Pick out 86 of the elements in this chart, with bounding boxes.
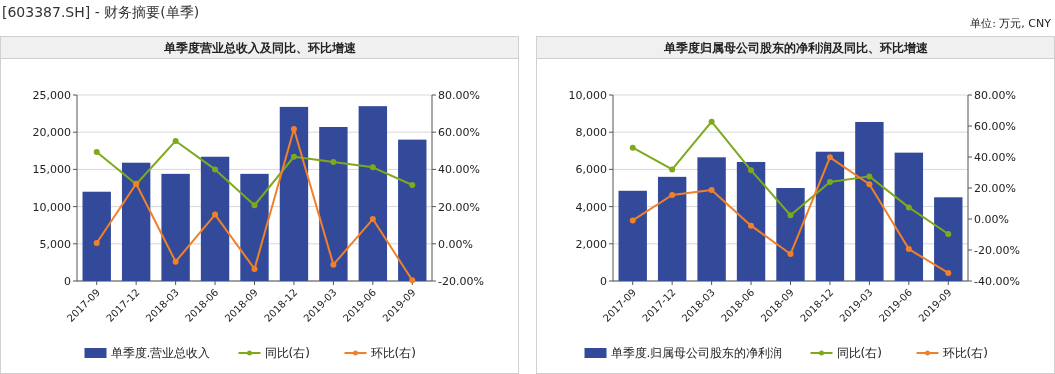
point bbox=[251, 202, 258, 209]
y2-tick-label: 0.00% bbox=[438, 237, 473, 251]
y-tick-label: 0 bbox=[64, 275, 71, 288]
bar bbox=[697, 157, 726, 281]
y-tick-label: 2,000 bbox=[575, 237, 607, 251]
bar bbox=[200, 156, 230, 281]
point bbox=[330, 261, 337, 268]
point bbox=[708, 118, 715, 125]
bar bbox=[776, 188, 805, 281]
point bbox=[748, 222, 755, 229]
point bbox=[93, 240, 100, 247]
y-tick-label: 4,000 bbox=[575, 200, 607, 214]
y-tick-label: 10,000 bbox=[568, 89, 607, 102]
point bbox=[669, 166, 676, 173]
point bbox=[708, 187, 715, 194]
y-tick-label: 5,000 bbox=[39, 237, 71, 251]
bar bbox=[618, 190, 647, 281]
point bbox=[905, 204, 912, 211]
y-tick-label: 15,000 bbox=[32, 163, 71, 177]
bar bbox=[657, 176, 687, 281]
point bbox=[369, 164, 376, 171]
point bbox=[409, 182, 416, 189]
bar bbox=[240, 173, 269, 281]
y-tick-label: 20,000 bbox=[32, 126, 71, 140]
y2-tick-label: -40.00% bbox=[974, 275, 1020, 288]
bar bbox=[121, 162, 151, 281]
text: 单位: 万元, CNY bbox=[970, 17, 1052, 30]
bar bbox=[736, 161, 766, 281]
legend-label: 环比(右) bbox=[370, 346, 416, 360]
legend-label: 同比(右) bbox=[264, 346, 310, 360]
point bbox=[629, 217, 636, 224]
y2-tick-label: 0.00% bbox=[974, 213, 1009, 226]
bar bbox=[815, 151, 845, 281]
legend-label: 环比(右) bbox=[942, 346, 988, 360]
y2-tick-label: 40.00% bbox=[974, 151, 1016, 164]
point bbox=[369, 216, 376, 223]
y2-tick-label: -20.00% bbox=[438, 275, 484, 288]
legend-label: 同比(右) bbox=[836, 346, 882, 360]
point bbox=[905, 246, 912, 253]
bar bbox=[934, 197, 963, 281]
point bbox=[669, 191, 676, 198]
y2-tick-label: 40.00% bbox=[438, 163, 480, 177]
y2-tick-label: 20.00% bbox=[974, 182, 1016, 195]
bar bbox=[855, 121, 884, 281]
y2-tick-label: 80.00% bbox=[974, 89, 1016, 102]
bar bbox=[358, 106, 388, 281]
bar bbox=[82, 191, 111, 281]
point bbox=[93, 148, 100, 155]
y2-tick-label: 60.00% bbox=[438, 126, 480, 140]
y2-tick-label: 80.00% bbox=[438, 89, 480, 102]
bar bbox=[398, 139, 427, 281]
point bbox=[787, 212, 794, 219]
chart-title: 单季度归属母公司股东的净利润及同比、环比增速 bbox=[662, 41, 929, 55]
point bbox=[212, 166, 219, 173]
point bbox=[826, 178, 833, 185]
point bbox=[251, 265, 258, 272]
point bbox=[748, 167, 755, 174]
point bbox=[787, 251, 794, 258]
point bbox=[290, 153, 297, 160]
point bbox=[172, 258, 179, 265]
bar bbox=[279, 106, 309, 281]
text: [603387.SH] - 财务摘要(单季) bbox=[2, 4, 200, 20]
point bbox=[290, 126, 297, 133]
y2-tick-label: 20.00% bbox=[438, 200, 480, 214]
y-tick-label: 0 bbox=[600, 275, 607, 288]
point bbox=[172, 137, 179, 144]
legend-label: 单季度.营业总收入 bbox=[110, 346, 211, 360]
y-tick-label: 10,000 bbox=[32, 200, 71, 214]
legend-label: 单季度.归属母公司股东的净利润 bbox=[610, 346, 783, 360]
y-tick-label: 8,000 bbox=[575, 126, 607, 140]
point bbox=[866, 173, 873, 180]
point bbox=[945, 269, 952, 276]
bar bbox=[894, 152, 924, 281]
y2-tick-label: -20.00% bbox=[974, 244, 1020, 257]
point bbox=[826, 154, 833, 161]
bar bbox=[319, 126, 348, 281]
point bbox=[212, 211, 219, 218]
point bbox=[945, 231, 952, 238]
chart-title: 单季度营业总收入及同比、环比增速 bbox=[162, 41, 357, 55]
point bbox=[629, 144, 636, 151]
point bbox=[866, 181, 873, 188]
y-tick-label: 6,000 bbox=[575, 163, 607, 177]
y2-tick-label: 60.00% bbox=[974, 120, 1016, 133]
y-tick-label: 25,000 bbox=[32, 89, 71, 102]
bar bbox=[161, 173, 190, 281]
point bbox=[330, 158, 337, 165]
